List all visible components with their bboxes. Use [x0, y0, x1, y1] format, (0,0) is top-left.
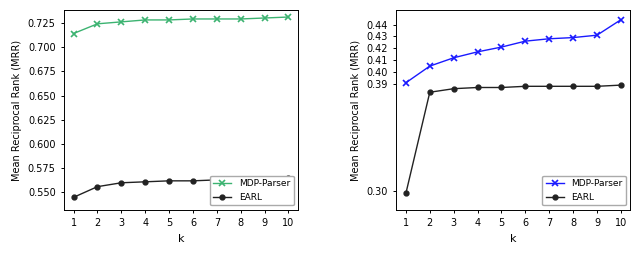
MDP-Parser [545, 37, 553, 40]
MDP-Parser [450, 56, 458, 59]
X-axis label: k: k [178, 234, 184, 244]
MDP-Parser [522, 40, 529, 43]
MDP-Parser [213, 17, 221, 20]
EARL [141, 180, 149, 183]
MDP-Parser [497, 46, 505, 49]
Legend: MDP-Parser, EARL: MDP-Parser, EARL [210, 176, 294, 205]
EARL [426, 91, 434, 94]
Line: MDP-Parser: MDP-Parser [71, 14, 291, 36]
MDP-Parser [189, 17, 197, 20]
EARL [402, 192, 410, 195]
Legend: MDP-Parser, EARL: MDP-Parser, EARL [542, 176, 626, 205]
MDP-Parser [93, 22, 101, 25]
EARL [213, 178, 221, 182]
MDP-Parser [617, 18, 625, 21]
EARL [545, 85, 553, 88]
Y-axis label: Mean Reciprocal Rank (MRR): Mean Reciprocal Rank (MRR) [12, 39, 22, 181]
EARL [285, 176, 292, 179]
EARL [497, 86, 505, 89]
EARL [237, 178, 244, 182]
EARL [569, 85, 577, 88]
EARL [450, 87, 458, 90]
EARL [593, 85, 601, 88]
MDP-Parser [426, 65, 434, 68]
MDP-Parser [569, 36, 577, 39]
MDP-Parser [593, 34, 601, 37]
Line: EARL: EARL [403, 83, 623, 196]
Y-axis label: Mean Reciprocal Rank (MRR): Mean Reciprocal Rank (MRR) [351, 39, 361, 181]
MDP-Parser [141, 18, 149, 22]
MDP-Parser [118, 20, 125, 23]
EARL [522, 85, 529, 88]
MDP-Parser [260, 16, 268, 19]
EARL [70, 196, 77, 199]
EARL [474, 86, 481, 89]
MDP-Parser [402, 81, 410, 84]
EARL [93, 185, 101, 188]
EARL [617, 83, 625, 87]
MDP-Parser [70, 32, 77, 35]
X-axis label: k: k [510, 234, 516, 244]
EARL [165, 179, 173, 182]
EARL [118, 181, 125, 184]
MDP-Parser [165, 18, 173, 22]
MDP-Parser [285, 16, 292, 19]
Line: MDP-Parser: MDP-Parser [403, 17, 623, 86]
MDP-Parser [237, 17, 244, 20]
MDP-Parser [474, 50, 481, 54]
Line: EARL: EARL [71, 176, 291, 200]
EARL [189, 179, 197, 182]
EARL [260, 177, 268, 180]
